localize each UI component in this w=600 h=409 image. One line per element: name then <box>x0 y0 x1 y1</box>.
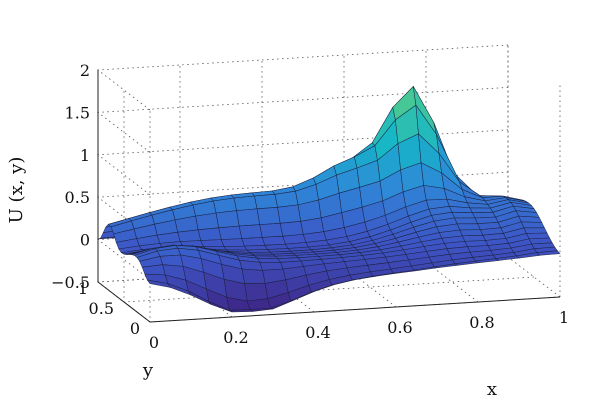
x-axis-line <box>149 296 561 323</box>
z-tick-label: 0 <box>80 231 90 250</box>
axes <box>97 70 561 323</box>
surface-patch <box>197 227 222 241</box>
surface-patch <box>241 237 266 247</box>
y-tick-label: 1 <box>78 279 88 298</box>
y-tick-label: 0 <box>130 319 140 338</box>
z-tick-label: −0.5 <box>51 273 90 292</box>
surface-patch <box>254 194 278 210</box>
x-tick-label: 0.8 <box>469 313 494 332</box>
x-tick-label: 1 <box>559 308 569 327</box>
surface-patch <box>456 223 481 231</box>
y-axis-label: y <box>142 360 154 381</box>
surface-patch <box>459 229 484 237</box>
surface-patch <box>279 221 304 237</box>
z-tick-label: 0.5 <box>65 188 90 207</box>
surface-patch <box>536 250 561 256</box>
x-tick-label: 0.4 <box>305 323 330 342</box>
x-tick-label: 0.6 <box>387 318 412 337</box>
surface-patch <box>261 235 286 246</box>
surface-patch <box>218 225 243 240</box>
surface-patch <box>277 204 302 224</box>
surface-patch <box>233 195 258 211</box>
surface-patch <box>256 207 281 225</box>
surface-patch <box>256 257 282 263</box>
z-axis-label: U (x, y) <box>6 157 27 224</box>
surface-patch <box>223 245 248 251</box>
x-axis-label: x <box>487 379 497 400</box>
x-tick-label: 0 <box>149 333 159 352</box>
y-tick-label: 0.5 <box>89 299 114 318</box>
surface-patch <box>177 229 202 242</box>
surface-patch <box>241 268 266 284</box>
surface-patch <box>220 238 245 247</box>
surface-patch <box>454 217 479 225</box>
surface-patch <box>200 239 225 247</box>
surface-patch <box>238 224 263 239</box>
surface-patch <box>215 210 240 229</box>
z-tick-label: 1.5 <box>65 103 90 122</box>
surface-patch <box>451 211 476 219</box>
surface-mesh <box>97 85 561 313</box>
x-tick-label: 0.2 <box>223 328 248 347</box>
tick-labels: 21.510.50−0.50 0.2 0.4 0.6 0.8 100.51 <box>51 61 569 352</box>
surface-patch <box>274 190 299 208</box>
surface-patch <box>259 223 284 238</box>
surface-patch <box>520 221 545 229</box>
surface-patch <box>523 227 548 234</box>
z-tick-label: 2 <box>80 61 90 80</box>
surface-patch <box>244 283 269 302</box>
x-grid-line <box>507 45 561 298</box>
surface-patch <box>195 212 220 231</box>
y-axis-line <box>97 281 151 323</box>
z-tick-label: 1 <box>80 146 90 165</box>
x-grid-line <box>97 70 151 323</box>
surface-patch <box>236 208 261 227</box>
